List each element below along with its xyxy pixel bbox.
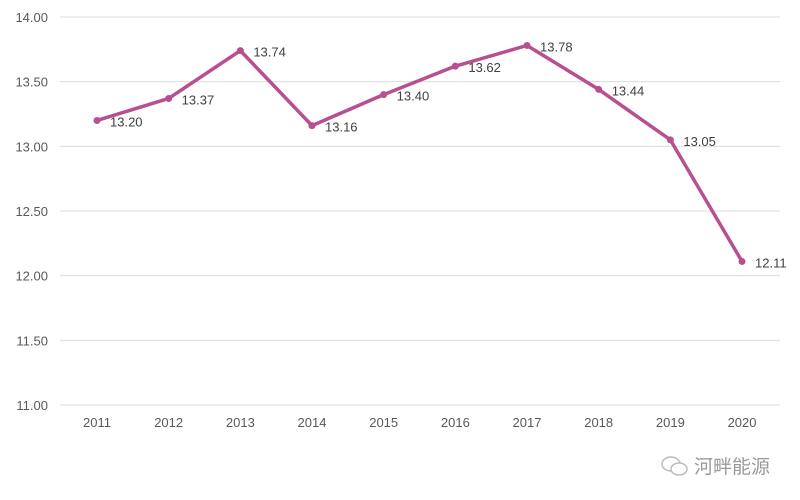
data-label: 13.37 [182, 92, 215, 107]
data-point [738, 257, 746, 265]
data-label: 13.05 [683, 134, 716, 149]
data-point [380, 91, 388, 99]
data-label: 13.74 [253, 45, 286, 60]
watermark-text: 河畔能源 [694, 456, 771, 478]
data-label: 12.11 [755, 255, 787, 270]
y-tick-label: 11.00 [16, 398, 48, 413]
x-tick-label: 2018 [584, 415, 613, 430]
data-point [451, 62, 459, 70]
y-tick-label: 12.50 [15, 204, 48, 219]
data-point [666, 136, 674, 144]
x-tick-label: 2017 [513, 415, 542, 430]
wechat-icon [661, 455, 688, 476]
x-tick-label: 2016 [441, 415, 470, 430]
data-label: 13.40 [397, 89, 430, 104]
data-point [165, 94, 173, 102]
data-point [308, 122, 316, 130]
y-tick-label: 14.00 [15, 10, 48, 25]
watermark: 河畔能源 [660, 452, 770, 479]
x-tick-label: 2012 [154, 415, 183, 430]
data-point [523, 41, 531, 49]
y-tick-label: 13.00 [15, 139, 48, 154]
data-label: 13.44 [612, 83, 645, 98]
data-label: 13.78 [540, 39, 573, 54]
x-tick-label: 2013 [226, 415, 255, 430]
data-point [93, 116, 101, 124]
data-label: 13.16 [325, 120, 358, 135]
x-tick-label: 2015 [369, 415, 398, 430]
data-point [595, 85, 603, 93]
x-tick-label: 2014 [298, 415, 327, 430]
data-point [236, 47, 244, 55]
y-tick-label: 12.00 [15, 269, 48, 284]
x-tick-label: 2019 [656, 415, 685, 430]
series-line [96, 43, 744, 263]
x-tick-label: 2011 [83, 415, 111, 430]
y-tick-label: 13.50 [15, 75, 48, 90]
data-label: 13.20 [110, 114, 143, 129]
y-tick-label: 11.50 [16, 333, 48, 348]
x-tick-label: 2020 [728, 415, 757, 430]
data-label: 13.62 [468, 60, 501, 75]
